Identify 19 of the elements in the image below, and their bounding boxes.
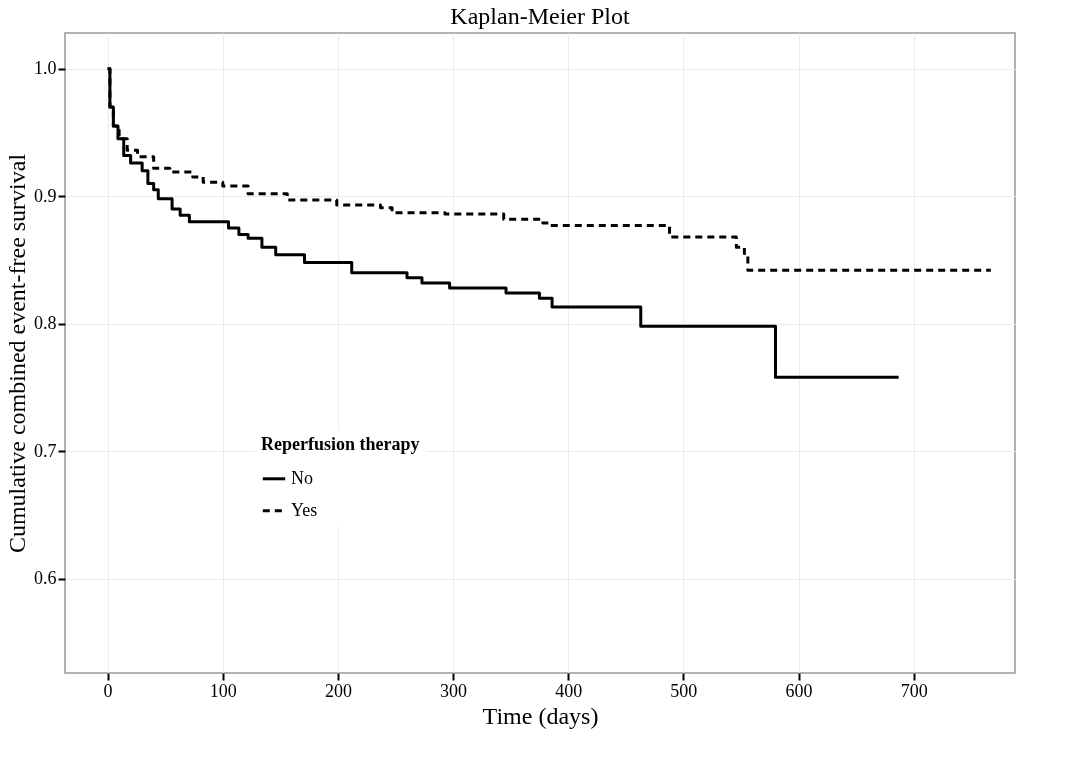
y-tick-label: 0.7 (34, 440, 57, 461)
x-tick-label: 0 (103, 680, 113, 701)
legend-title: Reperfusion therapy (261, 433, 420, 454)
x-tick-label: 700 (900, 680, 928, 701)
y-tick-label: 1.0 (34, 58, 57, 79)
x-tick-label: 500 (670, 680, 698, 701)
x-axis-title: Time (days) (482, 702, 599, 729)
legend-label: No (291, 467, 313, 488)
x-tick-label: 400 (555, 680, 583, 701)
y-tick-label: 0.9 (34, 185, 57, 206)
x-tick-label: 100 (209, 680, 237, 701)
y-tick-label: 0.6 (34, 568, 57, 589)
legend-label: Yes (291, 499, 318, 520)
chart-title: Kaplan-Meier Plot (450, 3, 630, 29)
y-axis-title: Cumulative combined event-free survival (4, 153, 30, 554)
y-tick-label: 0.8 (34, 313, 57, 334)
x-tick-label: 300 (440, 680, 468, 701)
x-tick-label: 200 (324, 680, 352, 701)
x-tick-label: 600 (785, 680, 813, 701)
